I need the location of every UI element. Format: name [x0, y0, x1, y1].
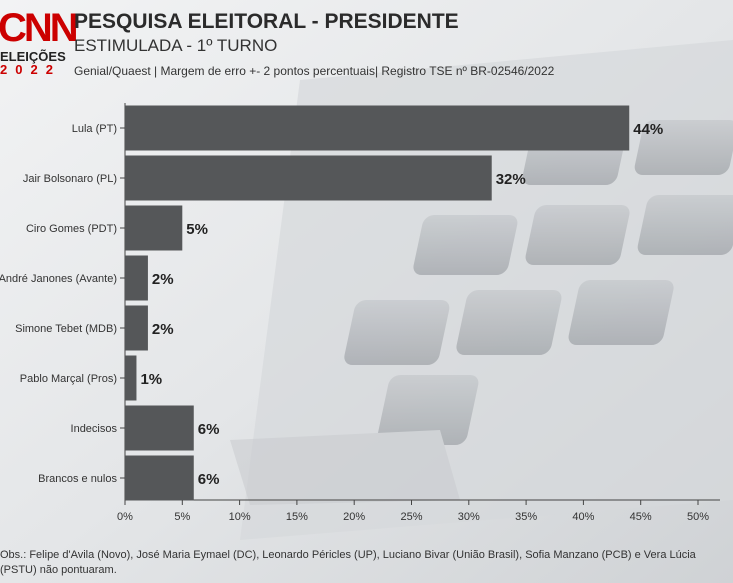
- y-tick-label: Pablo Marçal (Pros): [20, 373, 117, 385]
- bar: [125, 355, 137, 401]
- logo-year: 2022: [0, 62, 61, 77]
- x-tick-label: 35%: [515, 511, 537, 523]
- x-tick-label: 30%: [458, 511, 480, 523]
- data-label: 44%: [633, 121, 663, 138]
- x-tick-label: 0%: [117, 511, 133, 523]
- chart-source: Genial/Quaest | Margem de erro +- 2 pont…: [74, 64, 555, 78]
- data-label: 5%: [186, 221, 208, 238]
- y-tick-label: Brancos e nulos: [38, 473, 117, 485]
- data-label: 6%: [198, 471, 220, 488]
- x-tick-label: 10%: [229, 511, 251, 523]
- bar: [125, 455, 194, 501]
- data-label: 2%: [152, 271, 174, 288]
- y-tick-label: Lula (PT): [72, 123, 117, 135]
- x-tick-label: 15%: [286, 511, 308, 523]
- bar: [125, 205, 183, 251]
- cnn-eleicoes-logo: CNN ELEIÇÕES 2022: [0, 8, 79, 78]
- y-tick-label: Indecisos: [71, 423, 118, 435]
- y-tick-label: Jair Bolsonaro (PL): [23, 173, 117, 185]
- chart-title: PESQUISA ELEITORAL - PRESIDENTE: [74, 10, 459, 33]
- bar-chart: Lula (PT) 44% Jair Bolsonaro (PL) 32% Ciro G…: [0, 103, 720, 523]
- y-tick-label: Simone Tebet (MDB): [15, 323, 117, 335]
- y-tick-label: André Janones (Avante): [0, 273, 117, 285]
- logo-line: ELEIÇÕES: [0, 49, 66, 64]
- data-label: 32%: [496, 171, 526, 188]
- x-tick-label: 50%: [687, 511, 709, 523]
- x-tick-label: 20%: [343, 511, 365, 523]
- bar: [125, 155, 492, 201]
- x-tick-label: 25%: [400, 511, 422, 523]
- data-label: 6%: [198, 421, 220, 438]
- x-tick-label: 40%: [572, 511, 594, 523]
- logo-brand: CNN: [0, 6, 79, 50]
- bar: [125, 255, 148, 301]
- y-tick-label: Ciro Gomes (PDT): [26, 223, 117, 235]
- x-tick-label: 5%: [174, 511, 190, 523]
- chart-subtitle: ESTIMULADA - 1º TURNO: [74, 36, 278, 55]
- data-label: 1%: [140, 371, 162, 388]
- x-tick-label: 45%: [630, 511, 652, 523]
- bar: [125, 105, 630, 151]
- bar: [125, 305, 148, 351]
- data-label: 2%: [152, 321, 174, 338]
- bar: [125, 405, 194, 451]
- footnote-obs: Obs.: Felipe d'Avila (Novo), José Maria …: [0, 549, 696, 576]
